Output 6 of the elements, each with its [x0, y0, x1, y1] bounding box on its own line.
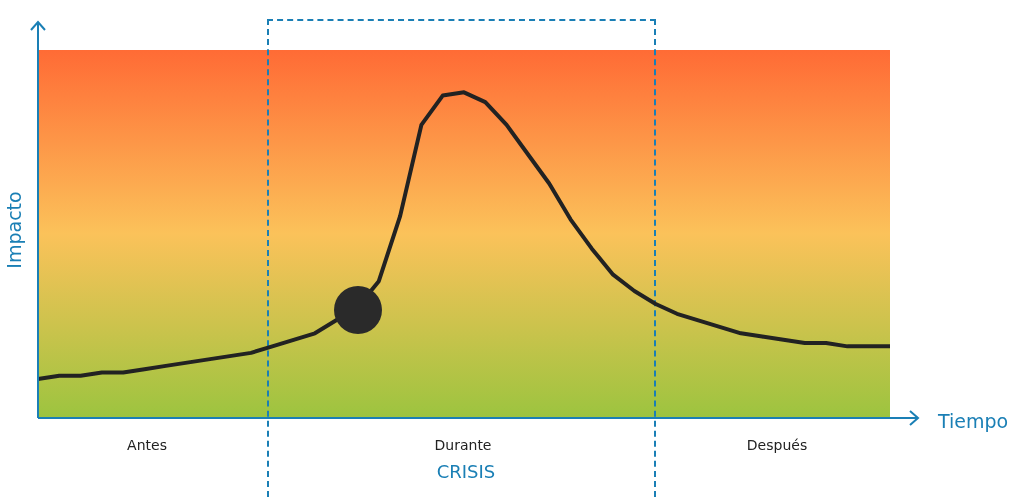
x-axis-title: Tiempo — [937, 409, 1009, 432]
text: Antes — [127, 436, 167, 453]
text: Después — [746, 436, 808, 453]
text: CRISIS — [436, 460, 496, 482]
y-axis-title: Impacto — [2, 191, 25, 269]
text: Durante — [434, 436, 492, 453]
